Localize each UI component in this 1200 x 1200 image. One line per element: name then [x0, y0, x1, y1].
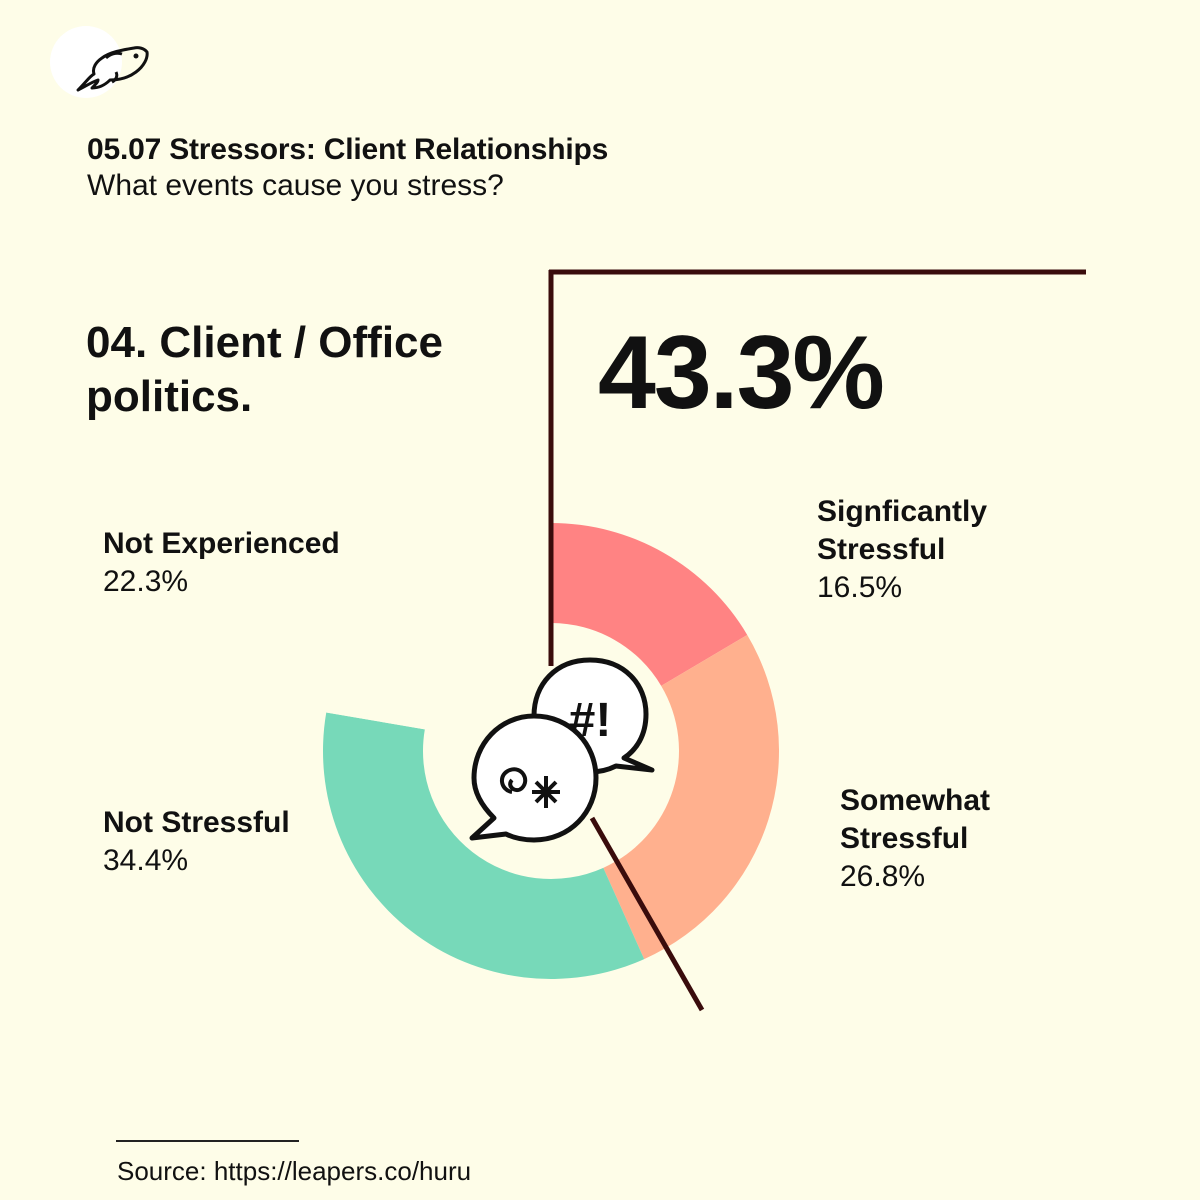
donut-slices: [323, 523, 779, 979]
header: 05.07 Stressors: Client Relationships Wh…: [87, 133, 608, 203]
label-name: Not Stressful: [103, 806, 290, 839]
chart-subtitle: What events cause you stress?: [87, 169, 504, 202]
label-somewhat-stressful: Somewhat Stressful 26.8%: [840, 782, 1100, 896]
label-value: 34.4%: [103, 844, 189, 877]
label-value: 26.8%: [840, 860, 926, 893]
slice-significantly-stressful: [551, 523, 748, 686]
chart-title: 05.07 Stressors: Client Relationships: [87, 133, 609, 166]
slice-somewhat-stressful: [603, 634, 779, 960]
label-not-experienced: Not Experienced 22.3%: [103, 525, 363, 601]
label-not-stressful: Not Stressful 34.4%: [103, 804, 363, 880]
label-name: Signficantly Stressful: [817, 495, 988, 566]
label-name: Somewhat Stressful: [840, 784, 991, 855]
section-title: 04. Client / Office politics.: [86, 318, 443, 421]
label-name: Not Experienced: [103, 527, 340, 560]
speech-bubbles-icon: #!: [469, 657, 655, 843]
fish-icon: [76, 46, 149, 92]
highlight-percent: 43.3%: [598, 315, 885, 431]
source-divider: [116, 1140, 299, 1142]
logo: [50, 26, 149, 98]
label-significantly-stressful: Signficantly Stressful 16.5%: [817, 493, 1077, 607]
highlight-line-diagonal: [589, 816, 705, 1012]
slice-not-experienced: [326, 523, 551, 730]
slice-not-stressful: [323, 712, 645, 979]
source-text: Source: https://leapers.co/huru: [117, 1156, 472, 1186]
label-value: 22.3%: [103, 565, 189, 598]
label-value: 16.5%: [817, 571, 903, 604]
